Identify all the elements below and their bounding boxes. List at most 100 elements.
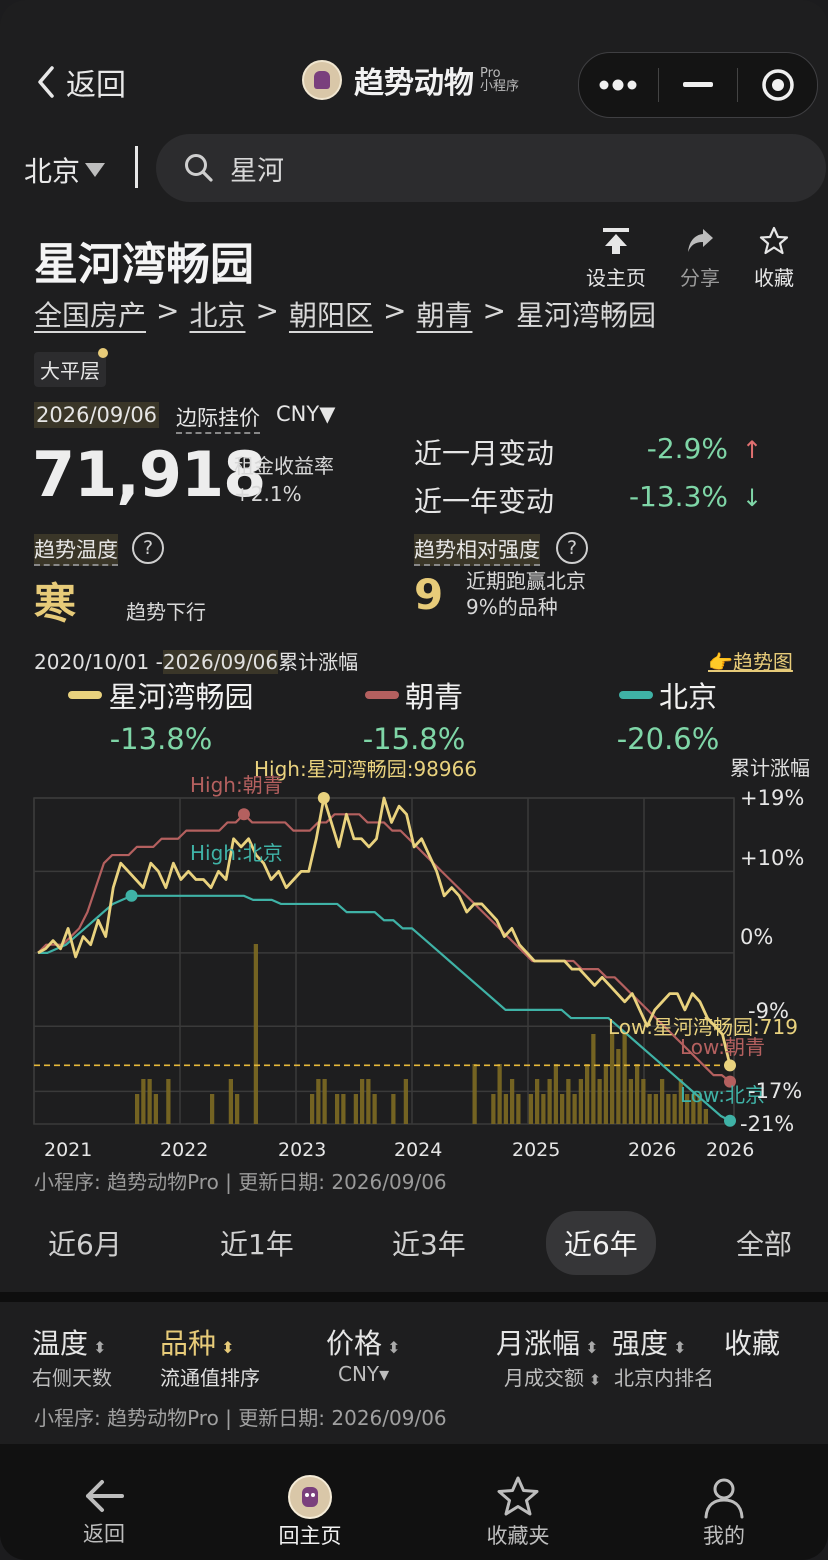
- help-icon[interactable]: ?: [132, 532, 164, 564]
- sort-price[interactable]: 价格 ⬍: [326, 1327, 401, 1360]
- annotation-label: Low:北京: [680, 1083, 765, 1107]
- sort-temperature[interactable]: 温度 ⬍: [32, 1327, 107, 1360]
- high-marker: [237, 808, 250, 821]
- volume-bar: [141, 1079, 146, 1124]
- tab-me[interactable]: 我的: [664, 1474, 784, 1550]
- volume-bar: [310, 1094, 315, 1124]
- breadcrumb-area[interactable]: 朝青: [416, 299, 473, 332]
- sort-strength[interactable]: 强度 ⬍: [612, 1327, 687, 1360]
- volume-bar: [653, 1094, 658, 1124]
- search-icon: [185, 154, 213, 182]
- volume-bar: [622, 1034, 627, 1124]
- help-icon[interactable]: ?: [556, 532, 588, 564]
- series-line-1: [37, 813, 731, 1083]
- volume-bar: [541, 1094, 546, 1124]
- annotation-label: High:北京: [190, 841, 283, 865]
- favorite-label: 收藏: [754, 266, 794, 290]
- back-button[interactable]: 返回: [36, 60, 126, 104]
- volume-bar: [235, 1094, 240, 1124]
- chevron-left-icon: [38, 66, 54, 98]
- volume-bar: [166, 1079, 171, 1124]
- series-line-2: [38, 894, 731, 1122]
- volume-bar: [135, 1094, 140, 1124]
- volume-bar: [316, 1079, 321, 1124]
- category-tag[interactable]: 大平层: [34, 352, 106, 387]
- volume-bar: [547, 1079, 552, 1124]
- back-label: 返回: [66, 68, 126, 103]
- city-selector[interactable]: 北京: [24, 150, 106, 190]
- volume-bar: [353, 1094, 358, 1124]
- legend-item-city[interactable]: 北京 -20.6%: [616, 674, 720, 756]
- yearly-change-label: 近一年变动: [414, 485, 555, 518]
- sort-price-sub[interactable]: CNY▾: [338, 1362, 390, 1386]
- volume-bar: [647, 1094, 652, 1124]
- volume-bar: [403, 1079, 408, 1124]
- temperature-label[interactable]: 趋势温度: [34, 534, 118, 566]
- section-divider: [0, 1292, 828, 1302]
- range-start: 2020/10/01 -: [34, 650, 163, 674]
- breadcrumb-current: 星河湾畅园: [515, 299, 656, 332]
- volume-bar: [585, 1064, 590, 1124]
- minus-icon: [683, 82, 713, 87]
- period-3y[interactable]: 近3年: [391, 1228, 466, 1261]
- x-tick-label: 2026: [628, 1139, 676, 1161]
- price-type[interactable]: 边际挂价: [176, 402, 260, 434]
- tab-home[interactable]: 回主页: [250, 1474, 370, 1550]
- monthly-change-value: -2.9%: [646, 432, 728, 465]
- volume-bar: [635, 1064, 640, 1124]
- sort-monthly-change[interactable]: 月涨幅 ⬍: [496, 1327, 599, 1360]
- currency-selector[interactable]: CNY▼: [276, 402, 336, 426]
- breadcrumb-city[interactable]: 北京: [189, 299, 246, 332]
- minimize-button[interactable]: [659, 53, 738, 117]
- trend-chart-link[interactable]: 👉趋势图: [708, 650, 793, 674]
- volume-bar: [528, 1094, 533, 1124]
- sort-variety[interactable]: 品种 ⬍: [160, 1327, 235, 1360]
- legend-name: 星河湾畅园: [108, 680, 254, 714]
- breadcrumb-district[interactable]: 朝阳区: [288, 299, 373, 332]
- app-logo-icon: [302, 60, 342, 100]
- period-6m[interactable]: 近6月: [48, 1228, 122, 1261]
- star-icon: [497, 1476, 539, 1516]
- y-tick-label: +19%: [740, 786, 804, 810]
- volume-bar: [660, 1079, 665, 1124]
- volume-bar: [210, 1094, 215, 1124]
- volume-bar: [335, 1094, 340, 1124]
- strength-label[interactable]: 趋势相对强度: [414, 534, 540, 566]
- sort-favorite[interactable]: 收藏: [724, 1327, 781, 1360]
- rent-yield-value: +2.1%: [234, 482, 302, 506]
- set-home-button[interactable]: 设主页: [576, 226, 656, 291]
- close-miniprogram-button[interactable]: [738, 53, 817, 117]
- search-input[interactable]: [228, 151, 732, 185]
- search-bar[interactable]: [156, 134, 826, 202]
- temperature-desc: 趋势下行: [126, 600, 206, 624]
- app-sub: 小程序: [480, 79, 520, 94]
- share-button[interactable]: 分享: [660, 226, 740, 291]
- breadcrumb-country[interactable]: 全国房产: [34, 299, 147, 332]
- monthly-change-label: 近一月变动: [414, 437, 555, 470]
- legend-item-property[interactable]: 星河湾畅园 -13.8%: [66, 674, 256, 756]
- period-6y[interactable]: 近6年: [545, 1211, 656, 1275]
- period-1y[interactable]: 近1年: [219, 1228, 294, 1261]
- caret-down-icon: [85, 163, 106, 177]
- annotation-label: Low:星河湾畅园:719: [608, 1015, 798, 1039]
- y-tick-label: -21%: [740, 1112, 794, 1136]
- chart-date-range: 2020/10/01 -2026/09/06累计涨幅: [34, 646, 358, 675]
- tab-favorites[interactable]: 收藏夹: [458, 1474, 578, 1550]
- y-tick-label: +10%: [740, 846, 804, 870]
- more-button[interactable]: [579, 53, 658, 117]
- period-all[interactable]: 全部: [735, 1228, 792, 1261]
- strength-desc-line1: 近期跑赢北京: [466, 569, 586, 593]
- price-date: 2026/09/06: [34, 402, 160, 428]
- tab-back[interactable]: 返回: [44, 1474, 164, 1548]
- pin-top-icon: [603, 228, 629, 254]
- favorite-button[interactable]: 收藏: [734, 226, 814, 291]
- x-tick-label: 2022: [160, 1139, 208, 1161]
- app-brand: 趋势动物 Pro 小程序: [302, 58, 519, 102]
- y-axis-label: 累计涨幅: [730, 756, 810, 780]
- legend-item-area[interactable]: 朝青 -15.8%: [362, 674, 466, 756]
- volume-bar: [628, 1079, 633, 1124]
- user-icon: [704, 1478, 744, 1519]
- breadcrumb: 全国房产 > 北京 > 朝阳区 > 朝青 > 星河湾畅园: [34, 294, 656, 332]
- annotation-label: Low:朝青: [680, 1035, 765, 1059]
